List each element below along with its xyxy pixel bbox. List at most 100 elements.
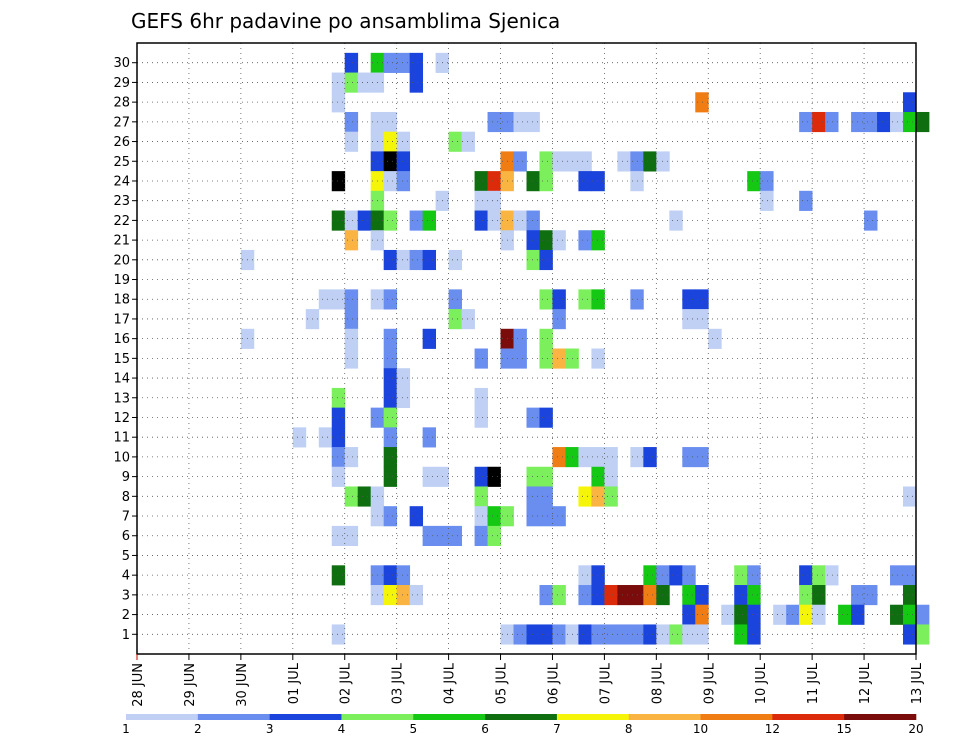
cell-member-16-step-29 (513, 328, 527, 349)
cell-member-10-step-35 (591, 447, 605, 468)
cell-member-9-step-35 (591, 466, 605, 487)
cell-member-7-step-27 (487, 506, 501, 527)
cell-member-18-step-42 (682, 289, 696, 310)
cell-member-27-step-16 (344, 111, 359, 133)
colorbar-segment (413, 714, 486, 720)
cell-member-26-step-19 (383, 131, 398, 152)
y-tick-label: 11 (113, 431, 130, 446)
y-tick-label: 13 (113, 391, 130, 406)
y-tick-label: 4 (122, 569, 130, 584)
cell-member-4-step-52 (812, 565, 826, 586)
cell-member-9-step-22 (422, 466, 437, 487)
cell-member-9-step-31 (539, 466, 553, 487)
cell-member-27-step-56 (864, 111, 878, 133)
cell-member-3-step-52 (812, 585, 826, 606)
y-tick-label: 26 (113, 135, 130, 150)
cell-member-8-step-36 (604, 486, 618, 507)
plot-frame (136, 42, 917, 655)
y-tick-label: 12 (113, 411, 130, 426)
cell-member-11-step-22 (422, 427, 437, 448)
cell-member-8-step-35 (591, 486, 605, 507)
cell-member-4-step-42 (682, 565, 696, 586)
cell-member-8-step-16 (344, 486, 359, 507)
cell-member-11-step-14 (318, 427, 333, 448)
cell-member-3-step-51 (799, 585, 813, 606)
cell-member-15-step-32 (552, 348, 566, 369)
cells-layer (240, 52, 930, 645)
colorbar-segment (772, 714, 845, 720)
cell-member-3-step-40 (656, 585, 670, 606)
y-tick-label: 2 (122, 608, 130, 623)
cell-member-24-step-34 (578, 171, 592, 192)
cell-member-18-step-32 (552, 289, 566, 310)
colorbar: 1 2 3 4 5 6 7 8 10 12 15 20 (122, 714, 924, 736)
x-tick-label: 01 JUL (287, 662, 302, 704)
cell-member-4-step-53 (825, 565, 839, 586)
cell-member-1-step-39 (643, 624, 657, 645)
cell-member-18-step-14 (318, 289, 333, 310)
cell-member-24-step-47 (747, 171, 761, 192)
cell-member-29-step-15 (331, 72, 346, 93)
cell-member-20-step-30 (526, 249, 540, 271)
cell-member-25-step-19 (383, 151, 398, 172)
cell-member-28-step-59 (903, 92, 917, 113)
cell-member-3-step-56 (864, 585, 878, 606)
cell-member-24-step-26 (474, 171, 488, 192)
cell-member-10-step-16 (344, 447, 359, 468)
cell-member-9-step-19 (383, 466, 398, 487)
x-tick-label: 03 JUL (391, 662, 406, 704)
cell-member-1-step-41 (669, 624, 683, 645)
cell-member-1-step-40 (656, 624, 670, 645)
y-tick-label: 1 (122, 628, 130, 643)
cell-member-25-step-40 (656, 151, 670, 172)
cell-member-1-step-15 (331, 624, 346, 645)
cell-member-29-step-17 (357, 72, 372, 93)
cell-member-2-step-43 (695, 604, 709, 625)
cell-member-23-step-27 (487, 190, 501, 211)
cell-member-24-step-20 (396, 171, 411, 192)
cell-member-9-step-26 (474, 466, 488, 487)
x-axis: 28 JUN 29 JUN 30 JUN 01 JUL 02 JUL 03 JUL 04 J… (131, 654, 925, 707)
cell-member-27-step-59 (903, 111, 917, 133)
cell-member-18-step-15 (331, 289, 346, 310)
cell-member-13-step-19 (383, 387, 398, 409)
cell-member-25-step-29 (513, 151, 527, 172)
cell-member-25-step-34 (578, 151, 592, 172)
cell-member-1-step-60 (916, 624, 930, 645)
cell-member-26-step-16 (344, 131, 359, 152)
cell-member-27-step-51 (799, 111, 813, 133)
cell-member-26-step-20 (396, 131, 411, 152)
cell-member-6-step-22 (422, 525, 437, 546)
colorbar-label: 6 (481, 722, 489, 736)
cell-member-1-step-32 (552, 624, 566, 645)
cell-member-26-step-24 (448, 131, 462, 152)
cell-member-2-step-54 (838, 604, 852, 625)
cell-member-27-step-58 (890, 111, 904, 133)
y-tick-label: 3 (122, 588, 130, 603)
x-tick-label: 13 JUL (910, 662, 925, 704)
cell-member-15-step-26 (474, 348, 488, 369)
x-tick-label: 08 JUL (650, 662, 665, 704)
cell-member-3-step-59 (903, 585, 917, 606)
x-tick-label: 09 JUL (702, 662, 717, 704)
grid-layer (137, 43, 916, 654)
cell-member-17-step-16 (344, 309, 359, 330)
y-tick-label: 28 (113, 96, 130, 111)
cell-member-2-step-42 (682, 604, 696, 625)
cell-member-24-step-30 (526, 171, 540, 192)
colorbar-label: 15 (837, 722, 852, 736)
colorbar-segment (269, 714, 342, 720)
cell-member-30-step-21 (409, 52, 424, 73)
cell-member-15-step-29 (513, 348, 527, 369)
colorbar-label: 1 (122, 722, 130, 736)
cell-member-21-step-16 (344, 230, 359, 251)
cell-member-1-step-47 (747, 624, 761, 645)
colorbar-label: 12 (765, 722, 780, 736)
cell-member-4-step-41 (669, 565, 683, 586)
cell-member-22-step-56 (864, 210, 878, 231)
y-tick-label: 20 (113, 253, 130, 268)
cell-member-27-step-52 (812, 111, 826, 133)
colorbar-segment (485, 714, 558, 720)
cell-member-22-step-19 (383, 210, 398, 231)
